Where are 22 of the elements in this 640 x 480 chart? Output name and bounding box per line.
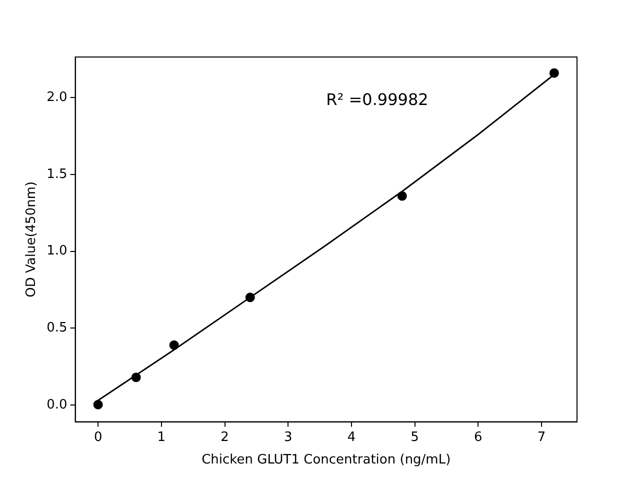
y-tick-label: 1.5 <box>46 166 68 182</box>
point <box>93 400 103 410</box>
y-tick-label: 0.0 <box>46 397 68 412</box>
x-tick-label: 4 <box>347 430 356 445</box>
y-tick-label: 2.0 <box>46 90 68 105</box>
x-tick-label: 0 <box>94 430 102 445</box>
y-axis-title: OD Value(450nm) <box>24 181 40 298</box>
x-tick-label: 5 <box>410 430 419 445</box>
x-axis-title: Chicken GLUT1 Concentration (ng/mL) <box>202 452 451 468</box>
x-tick-label: 6 <box>474 430 482 445</box>
point <box>549 68 559 78</box>
point <box>169 340 179 350</box>
x-tick-label: 1 <box>157 430 166 445</box>
annotation: R² =0.99982 <box>326 90 428 110</box>
x-tick-label: 7 <box>537 430 546 445</box>
y-tick-label: 1.0 <box>46 244 68 259</box>
point <box>397 191 407 201</box>
y-tick-label: 0.5 <box>46 320 68 336</box>
x-tick-label: 2 <box>220 430 229 445</box>
point <box>131 372 141 382</box>
point <box>245 292 255 302</box>
x-tick-label: 3 <box>284 430 292 445</box>
